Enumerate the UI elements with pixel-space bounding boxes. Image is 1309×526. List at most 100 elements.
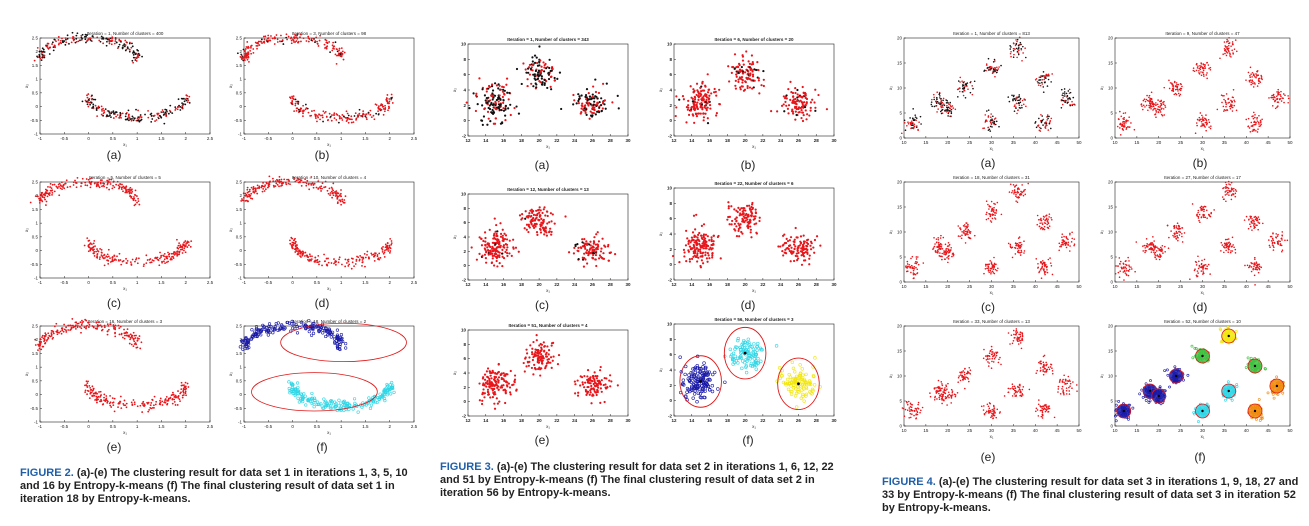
data-point xyxy=(131,188,133,191)
data-point xyxy=(244,342,248,347)
data-point xyxy=(312,396,317,400)
data-point xyxy=(133,340,136,343)
data-point xyxy=(333,114,336,116)
data-point xyxy=(711,372,715,377)
data-point xyxy=(545,231,548,234)
data-point xyxy=(181,246,184,249)
data-point xyxy=(762,78,765,81)
x-tick-label: 2.5 xyxy=(207,136,214,141)
data-point xyxy=(123,332,126,335)
data-point xyxy=(113,397,116,400)
x-tick-label: 2.5 xyxy=(411,424,418,429)
data-point xyxy=(272,180,275,183)
data-point xyxy=(109,257,111,260)
data-point xyxy=(740,207,743,210)
data-point xyxy=(381,250,384,253)
data-point xyxy=(82,320,85,323)
data-point xyxy=(101,110,103,112)
data-point xyxy=(387,250,390,252)
data-point xyxy=(63,187,66,190)
data-point xyxy=(297,181,300,184)
data-point xyxy=(292,391,296,395)
data-point xyxy=(121,183,123,186)
y-tick-label: 8 xyxy=(463,342,466,347)
data-point xyxy=(285,183,288,186)
data-point xyxy=(289,239,291,242)
data-point xyxy=(593,371,596,374)
data-point xyxy=(538,206,541,209)
data-point xyxy=(124,49,127,52)
data-point xyxy=(580,107,583,110)
data-point xyxy=(257,332,261,336)
data-point xyxy=(128,192,131,195)
data-point xyxy=(339,53,342,56)
data-point xyxy=(335,62,338,65)
data-point xyxy=(490,83,494,86)
data-point xyxy=(307,318,311,323)
data-point xyxy=(801,252,805,255)
data-point xyxy=(535,209,538,212)
data-point xyxy=(533,61,537,64)
data-point xyxy=(573,246,576,249)
data-point xyxy=(494,230,497,233)
data-point xyxy=(595,103,598,106)
data-point xyxy=(485,261,488,264)
data-point xyxy=(502,88,505,91)
data-point xyxy=(377,107,380,110)
data-point xyxy=(158,264,161,267)
data-point xyxy=(163,122,166,125)
data-point xyxy=(352,257,354,260)
data-point xyxy=(502,99,505,102)
data-point xyxy=(749,228,752,231)
data-point xyxy=(142,400,145,403)
fig3-plot-c: Iteration = 12, Number of clusters = 131… xyxy=(452,187,631,293)
data-point xyxy=(125,402,128,405)
x-tick-label: -1 xyxy=(242,280,246,285)
data-point xyxy=(382,107,385,110)
data-point xyxy=(796,248,799,252)
y-tick-label: 2 xyxy=(239,49,242,54)
data-point xyxy=(106,183,109,186)
data-point xyxy=(80,185,82,187)
data-point xyxy=(253,332,257,336)
data-point xyxy=(815,235,819,238)
data-point xyxy=(305,254,308,257)
data-point xyxy=(715,114,718,117)
data-point xyxy=(499,122,503,125)
data-point xyxy=(735,345,739,350)
data-point xyxy=(278,185,280,188)
data-point xyxy=(40,340,42,343)
data-point xyxy=(300,256,302,258)
data-point xyxy=(387,248,390,250)
data-point xyxy=(123,328,125,331)
data-point xyxy=(298,249,301,252)
data-point xyxy=(497,100,500,103)
y-tick-label: 10 xyxy=(667,186,673,191)
data-point xyxy=(683,255,686,258)
data-point xyxy=(586,100,589,104)
data-point xyxy=(130,264,133,266)
data-point xyxy=(809,248,813,251)
data-point xyxy=(811,98,814,101)
data-point xyxy=(586,375,589,378)
data-point xyxy=(744,370,749,375)
data-point xyxy=(814,88,817,91)
data-point xyxy=(338,347,342,352)
data-point xyxy=(365,118,368,121)
data-point xyxy=(589,240,592,243)
data-point xyxy=(278,180,280,183)
data-point xyxy=(250,334,254,338)
data-point xyxy=(347,121,350,124)
data-point xyxy=(355,260,358,262)
data-point xyxy=(678,98,681,101)
data-point xyxy=(797,257,800,260)
data-point xyxy=(313,38,315,40)
data-point xyxy=(184,251,187,254)
data-point xyxy=(91,94,93,97)
plot-title: Iteration = 18, Number of clusters = 2 xyxy=(292,319,367,324)
data-point xyxy=(342,201,345,204)
data-point xyxy=(802,113,805,117)
data-point xyxy=(49,186,52,188)
data-point xyxy=(314,115,317,118)
data-point xyxy=(685,121,688,124)
